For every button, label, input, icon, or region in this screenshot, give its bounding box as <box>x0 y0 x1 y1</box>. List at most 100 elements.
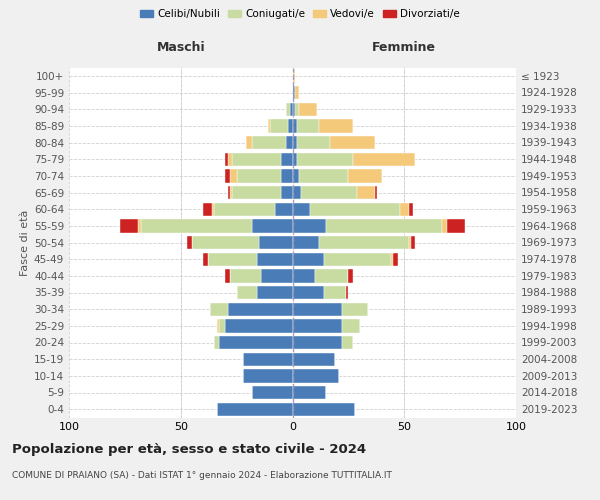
Bar <box>230 269 261 282</box>
Bar <box>341 336 353 349</box>
Bar <box>121 219 138 232</box>
Bar <box>293 286 324 299</box>
Bar <box>293 119 297 132</box>
Bar <box>293 336 341 349</box>
Bar <box>259 236 293 249</box>
Bar <box>203 202 212 216</box>
Bar <box>293 252 324 266</box>
Bar <box>192 236 259 249</box>
Bar <box>281 152 293 166</box>
Text: Popolazione per età, sesso e stato civile - 2024: Popolazione per età, sesso e stato civil… <box>12 442 366 456</box>
Bar <box>214 336 219 349</box>
Bar <box>358 186 375 199</box>
Bar <box>281 186 293 199</box>
Text: COMUNE DI PRAIANO (SA) - Dati ISTAT 1° gennaio 2024 - Elaborazione TUTTITALIA.IT: COMUNE DI PRAIANO (SA) - Dati ISTAT 1° g… <box>12 471 392 480</box>
Bar <box>349 269 353 282</box>
Bar <box>293 186 301 199</box>
Bar <box>226 269 230 282</box>
Bar <box>375 186 377 199</box>
Bar <box>286 136 293 149</box>
Bar <box>227 186 230 199</box>
Bar <box>293 86 295 99</box>
Bar <box>252 136 286 149</box>
Bar <box>297 119 319 132</box>
Bar <box>293 102 295 116</box>
Bar <box>219 319 226 332</box>
Bar <box>227 302 293 316</box>
Bar <box>331 136 375 149</box>
Bar <box>409 236 411 249</box>
Bar <box>270 119 288 132</box>
Bar <box>353 152 415 166</box>
Bar <box>208 252 257 266</box>
Bar <box>226 169 230 182</box>
Bar <box>310 202 400 216</box>
Bar <box>391 252 393 266</box>
Bar <box>297 152 353 166</box>
Bar <box>319 119 353 132</box>
Bar <box>326 219 442 232</box>
Bar <box>447 219 464 232</box>
Text: Maschi: Maschi <box>157 41 205 54</box>
Bar <box>257 252 293 266</box>
Bar <box>324 286 346 299</box>
Bar <box>319 236 409 249</box>
Bar <box>219 336 293 349</box>
Y-axis label: Anni di nascita: Anni di nascita <box>597 201 600 283</box>
Bar <box>244 369 293 382</box>
Bar <box>203 252 208 266</box>
Bar <box>341 319 359 332</box>
Bar <box>232 152 281 166</box>
Bar <box>295 102 299 116</box>
Bar <box>187 236 192 249</box>
Text: Femmine: Femmine <box>372 41 436 54</box>
Bar <box>393 252 398 266</box>
Bar <box>293 169 299 182</box>
Bar <box>245 136 252 149</box>
Bar <box>293 202 310 216</box>
Bar <box>346 286 349 299</box>
Bar <box>140 219 252 232</box>
Bar <box>210 302 227 316</box>
Bar <box>290 102 293 116</box>
Bar <box>409 202 413 216</box>
Bar <box>236 169 281 182</box>
Bar <box>293 352 335 366</box>
Bar <box>295 86 299 99</box>
Bar <box>212 202 214 216</box>
Bar <box>230 186 232 199</box>
Bar <box>217 402 293 416</box>
Bar <box>227 152 232 166</box>
Bar <box>268 119 270 132</box>
Bar <box>293 269 315 282</box>
Bar <box>315 269 349 282</box>
Bar <box>442 219 447 232</box>
Bar <box>293 369 340 382</box>
Bar <box>286 102 290 116</box>
Bar <box>232 186 281 199</box>
Bar <box>400 202 409 216</box>
Bar <box>257 286 293 299</box>
Bar <box>293 302 341 316</box>
Bar <box>217 319 219 332</box>
Bar <box>244 352 293 366</box>
Bar <box>261 269 293 282</box>
Bar <box>293 386 326 399</box>
Bar <box>252 386 293 399</box>
Bar <box>293 136 297 149</box>
Bar <box>226 319 293 332</box>
Bar <box>299 102 317 116</box>
Bar <box>411 236 415 249</box>
Bar <box>281 169 293 182</box>
Bar <box>252 219 293 232</box>
Bar <box>293 69 295 82</box>
Bar <box>288 119 293 132</box>
Bar <box>214 202 275 216</box>
Bar <box>341 302 368 316</box>
Bar <box>230 169 236 182</box>
Bar <box>226 152 227 166</box>
Bar <box>293 152 297 166</box>
Bar <box>293 319 341 332</box>
Bar <box>275 202 293 216</box>
Bar <box>349 169 382 182</box>
